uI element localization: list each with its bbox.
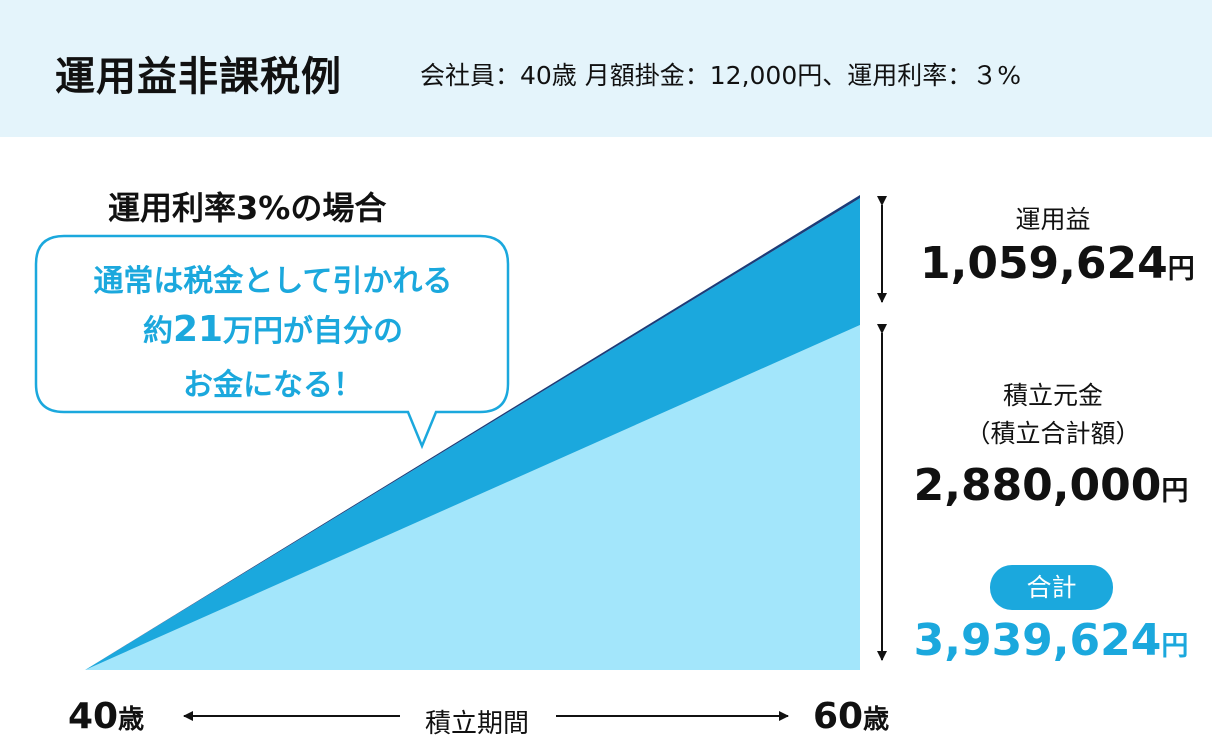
start-age: 40 xyxy=(68,696,119,737)
callout-amount: 21 xyxy=(172,309,224,350)
callout-line-2: 約21万円が自分の xyxy=(40,306,506,350)
x-tick-end: 60歳 xyxy=(813,696,889,737)
x-axis-label: 積立期間 xyxy=(402,703,552,740)
total-value: 3,939,624 xyxy=(913,615,1162,666)
total-badge: 合計 xyxy=(990,565,1113,610)
area-tax-band xyxy=(85,195,860,670)
start-age-unit: 歳 xyxy=(118,705,145,735)
gain-value-label: 1,059,624円 xyxy=(920,238,1195,289)
principal-value-label: 2,880,000円 xyxy=(906,460,1196,511)
end-age: 60 xyxy=(813,696,864,737)
principal-title: 積立元金 xyxy=(1002,381,1103,410)
total-unit: 円 xyxy=(1161,631,1189,662)
gain-value: 1,059,624 xyxy=(920,238,1168,289)
callout-bubble xyxy=(34,234,510,450)
header-banner: 運用益非課税例 会社員：40歳 月額掛金：12,000円、運用利率：３% xyxy=(0,0,1212,137)
gain-title: 運用益 xyxy=(1015,205,1091,234)
page-title: 運用益非課税例 xyxy=(55,54,342,100)
end-age-unit: 歳 xyxy=(863,705,890,735)
total-value-label: 3,939,624円 xyxy=(906,615,1196,666)
callout-line-1: 通常は税金として引かれる xyxy=(93,264,453,299)
chart-title: 運用利率3%の場合 xyxy=(108,189,387,227)
principal-subtitle: （積立合計額） xyxy=(965,419,1141,448)
callout-suffix: 万円が自分の xyxy=(223,314,404,349)
callout-prefix: 約 xyxy=(142,314,173,349)
page-subtitle: 会社員：40歳 月額掛金：12,000円、運用利率：３% xyxy=(420,61,1021,90)
principal-value: 2,880,000 xyxy=(913,460,1162,511)
principal-unit: 円 xyxy=(1161,476,1189,507)
callout-line-3: お金になる！ xyxy=(183,368,363,403)
gain-unit: 円 xyxy=(1167,254,1195,285)
x-tick-start: 40歳 xyxy=(68,696,144,737)
